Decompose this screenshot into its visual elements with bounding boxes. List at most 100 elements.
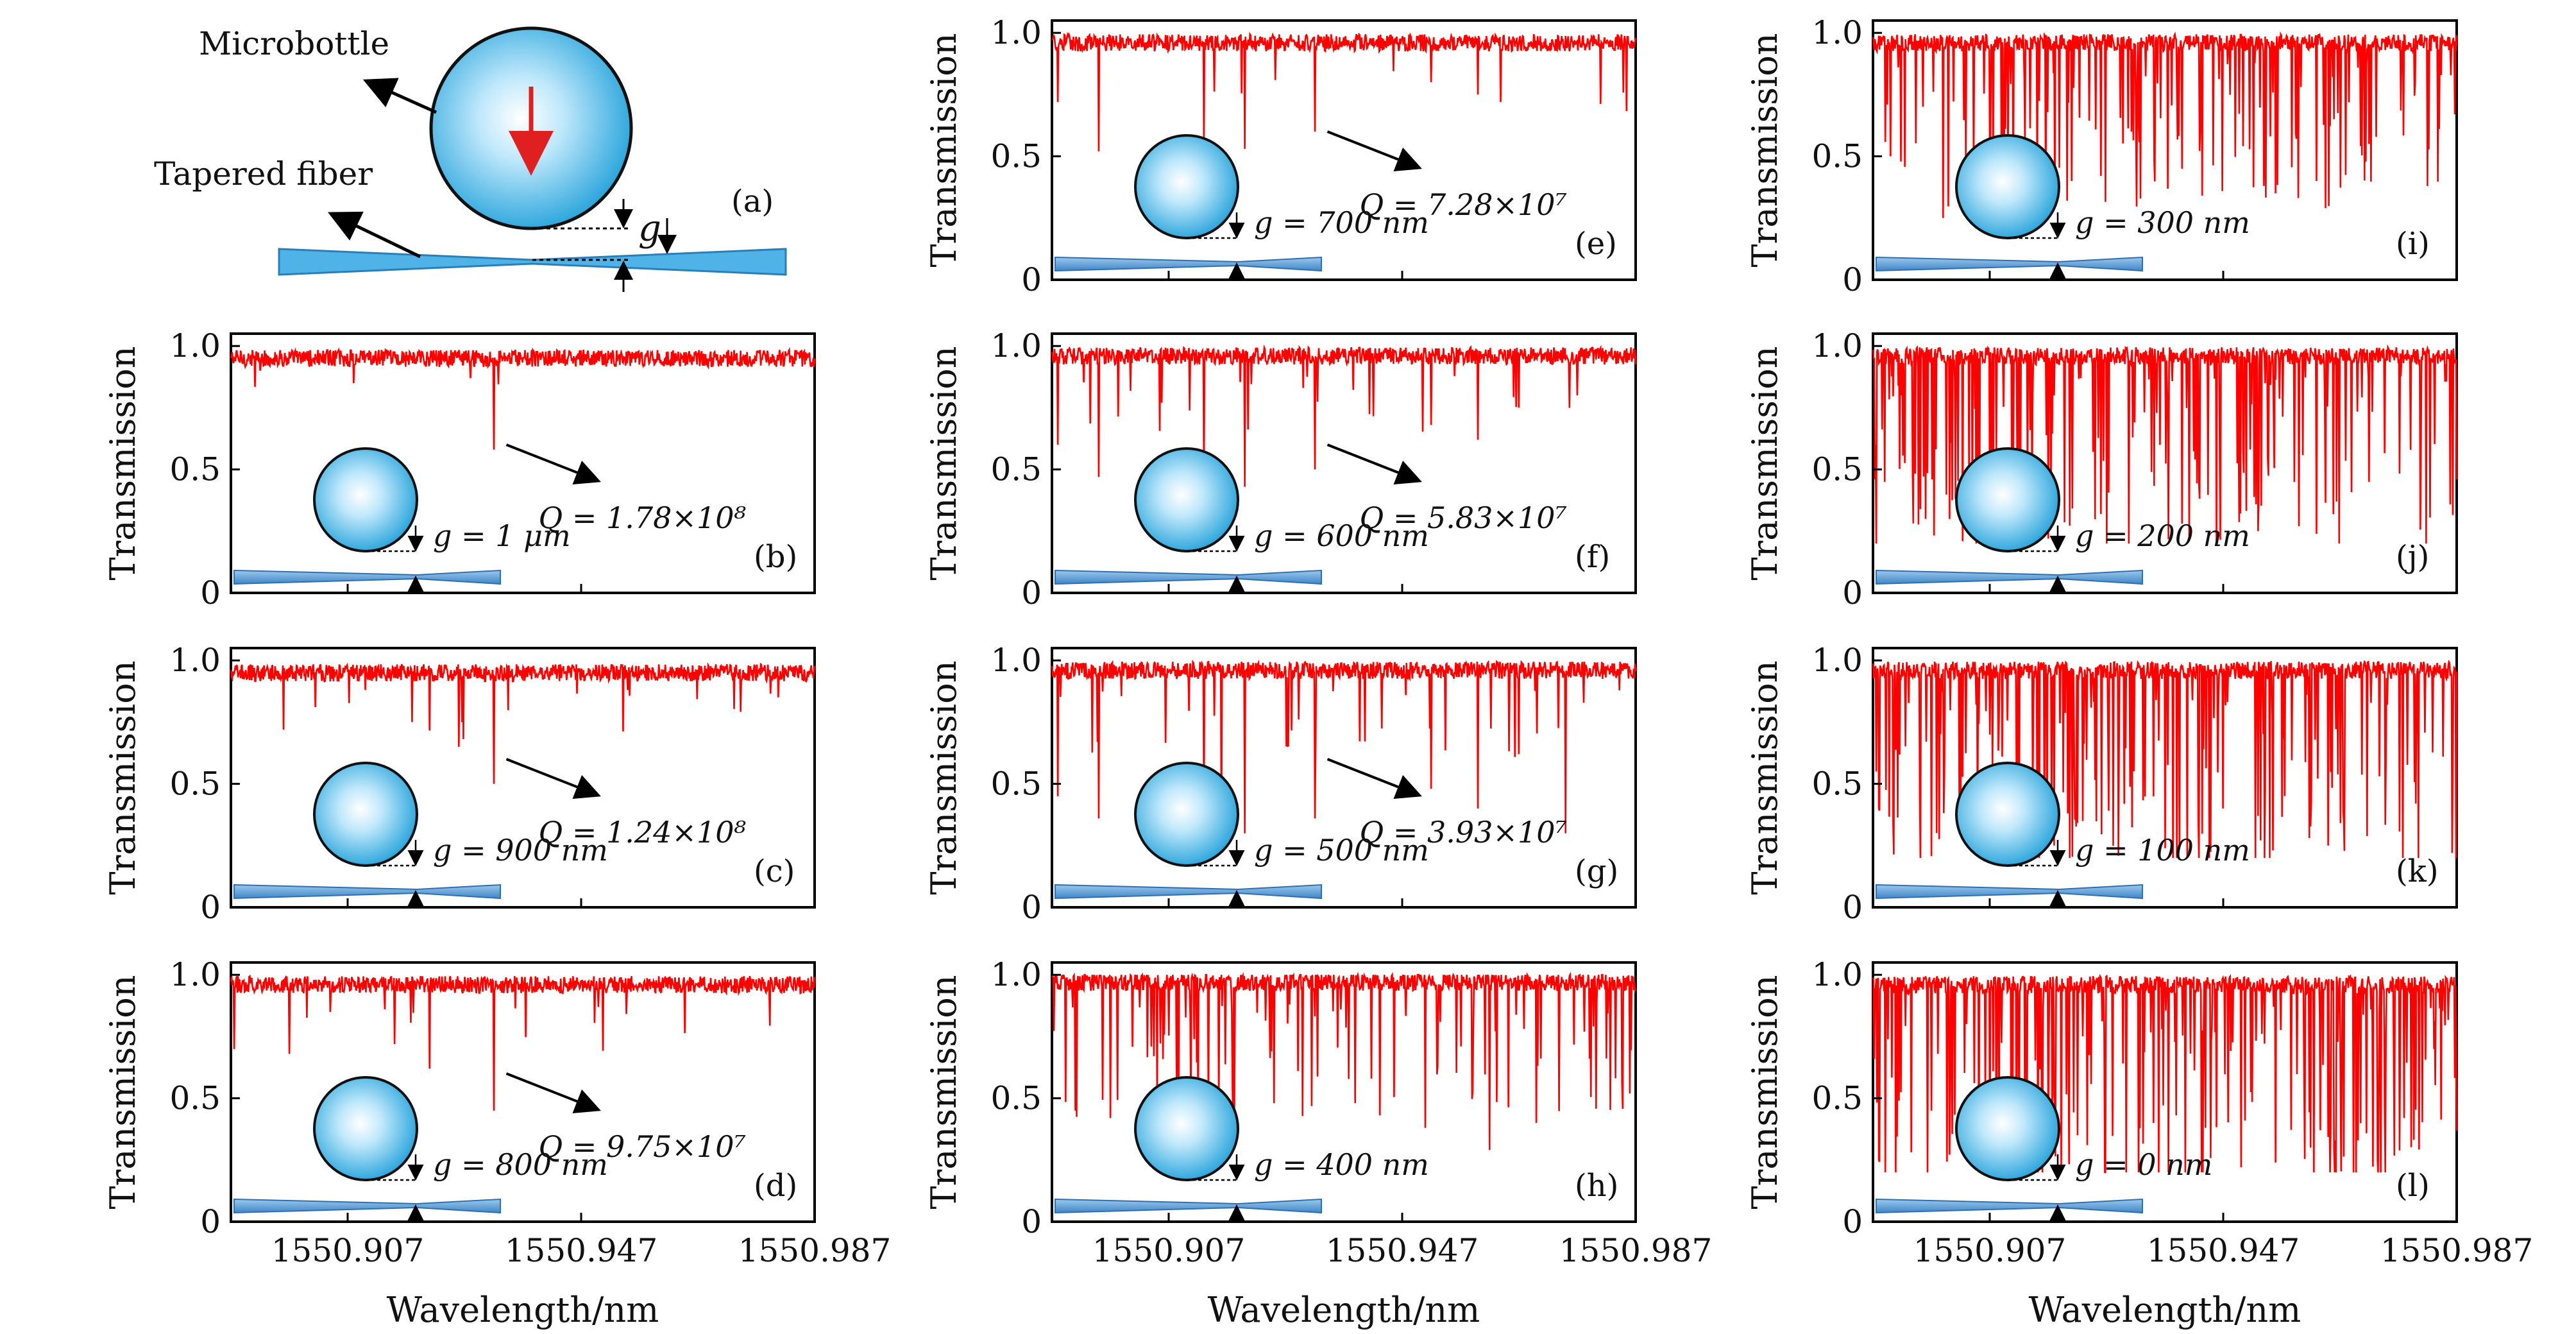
q-factor-label: Q = 1.78×10⁸ xyxy=(539,500,747,535)
q-factor-label: Q = 9.75×10⁷ xyxy=(539,1129,746,1164)
panel-e: 0 0.5 1.0 Transmission g = 700 nmQ = 7.28×10… xyxy=(924,14,1637,298)
y-tick-label: 0.5 xyxy=(990,1080,1042,1117)
y-axis-title: Transmission xyxy=(1745,661,1785,895)
tapered-fiber-shape xyxy=(278,248,787,276)
schematic-panel: Microbottle Tapered fiber g (a) xyxy=(154,25,787,292)
microbottle-inset xyxy=(1134,134,1239,239)
y-tick-label: 0.5 xyxy=(169,1080,221,1117)
x-tick-label: 1550.987 xyxy=(1559,1232,1713,1269)
y-tick-label: 1.0 xyxy=(1811,956,1863,993)
y-axis-title: Transmission xyxy=(103,975,143,1210)
plot-frame xyxy=(230,647,816,909)
x-tick-label: 1550.947 xyxy=(505,1232,658,1269)
gap-label: g = 500 nm xyxy=(1254,833,1429,868)
microbottle-inset xyxy=(1955,762,2060,867)
microbottle-label: Microbottle xyxy=(199,25,389,62)
gap-label: g = 400 nm xyxy=(1254,1147,1429,1182)
gap-label: g = 100 nm xyxy=(2075,833,2250,868)
tapered-fiber-inset xyxy=(233,884,501,900)
gap-label: g = 700 nm xyxy=(1254,205,1429,240)
y-tick-label: 1.0 xyxy=(169,956,221,993)
y-tick-label: 0.5 xyxy=(1811,765,1863,803)
panels-group: 0 0.5 1.0 Transmission g = 1 μmQ = 1.78×10⁸ (… xyxy=(103,14,2533,1269)
panel-c: 0 0.5 1.0 Transmission g = 900 nmQ = 1.24×10… xyxy=(103,642,816,926)
gap-label: g = 200 nm xyxy=(2075,518,2250,553)
y-axis-title: Transmission xyxy=(924,33,964,268)
y-tick-label: 0 xyxy=(1021,889,1042,926)
tapered-fiber-inset xyxy=(233,1198,501,1214)
panel-label: (f) xyxy=(1575,539,1610,575)
transmission-trace xyxy=(1872,659,2458,859)
tapered-fiber-inset xyxy=(1876,884,2143,900)
fiber-pointer-arrow xyxy=(327,211,421,259)
panel-label: (j) xyxy=(2396,539,2429,575)
microbottle-pointer-arrow xyxy=(362,78,437,114)
panel-label: (c) xyxy=(754,853,795,889)
y-tick-label: 0 xyxy=(1842,1203,1863,1240)
y-tick-label: 0.5 xyxy=(169,765,221,803)
tapered-fiber-inset xyxy=(1055,884,1322,900)
tapered-fiber-inset xyxy=(1876,1198,2143,1214)
microbottle-inset xyxy=(1134,762,1239,867)
plot-frame xyxy=(1051,19,1637,281)
panel-d: 0 0.5 1.0 1550.907 1550.947 1550.987 Transmiss… xyxy=(103,956,891,1269)
microbottle-inset xyxy=(1955,134,2060,239)
y-tick-label: 0.5 xyxy=(1811,1080,1863,1117)
tapered-fiber-inset xyxy=(1055,1198,1322,1214)
microbottle-inset xyxy=(313,447,418,552)
panel-label: (i) xyxy=(2396,226,2430,262)
q-factor-label: Q = 7.28×10⁷ xyxy=(1360,187,1567,222)
q-pointer-arrow xyxy=(1326,758,1422,800)
fiber-label: Tapered fiber xyxy=(154,155,373,192)
transmission-trace xyxy=(1872,344,2458,544)
y-axis-title: Transmission xyxy=(1745,33,1785,268)
microbottle-inset xyxy=(313,1076,418,1181)
panel-j: 0 0.5 1.0 Transmission g = 200 nm (j) xyxy=(1745,327,2458,611)
gap-symbol: g xyxy=(638,208,661,250)
y-axis-title: Transmission xyxy=(924,661,964,895)
x-tick-label: 1550.987 xyxy=(738,1232,892,1269)
y-tick-label: 0 xyxy=(200,1203,221,1240)
plot-frame xyxy=(1872,19,2458,281)
plot-frame xyxy=(1051,961,1637,1223)
panel-k: 0 0.5 1.0 Transmission g = 100 nm (k) xyxy=(1745,642,2458,926)
panel-label: (h) xyxy=(1575,1168,1618,1204)
transmission-trace xyxy=(1051,971,1637,1150)
tapered-fiber-inset xyxy=(1876,569,2143,585)
y-tick-label: 1.0 xyxy=(1811,327,1863,364)
plot-frame xyxy=(230,961,816,1223)
x-tick-label: 1550.987 xyxy=(2380,1232,2534,1269)
microbottle-inset xyxy=(1955,1076,2060,1181)
gap-label: g = 800 nm xyxy=(433,1147,608,1182)
y-tick-label: 1.0 xyxy=(990,642,1042,679)
y-tick-label: 0 xyxy=(1842,574,1863,611)
microbottle-inset xyxy=(1134,1076,1239,1181)
x-tick-label: 1550.947 xyxy=(2147,1232,2300,1269)
y-tick-label: 1.0 xyxy=(1811,14,1863,51)
q-pointer-arrow xyxy=(1326,130,1422,172)
plot-frame xyxy=(230,332,816,594)
panel-l: 0 0.5 1.0 1550.907 1550.947 1550.987 Transmiss… xyxy=(1745,956,2533,1269)
panel-b: 0 0.5 1.0 Transmission g = 1 μmQ = 1.78×10⁸(… xyxy=(103,327,816,611)
tapered-fiber-inset xyxy=(1055,256,1322,272)
y-tick-label: 0 xyxy=(1021,574,1042,611)
transmission-trace xyxy=(1872,31,2458,218)
x-axis-titles: Wavelength/nm Wavelength/nm Wavelength/nm xyxy=(387,1290,2301,1330)
y-axis-title: Transmission xyxy=(1745,975,1785,1210)
panel-label: (k) xyxy=(2396,853,2439,889)
y-tick-label: 1.0 xyxy=(169,642,221,679)
q-pointer-arrow xyxy=(1326,443,1422,485)
x-axis-title: Wavelength/nm xyxy=(387,1290,659,1330)
y-tick-label: 1.0 xyxy=(990,327,1042,364)
y-tick-label: 0.5 xyxy=(990,138,1042,175)
y-tick-label: 1.0 xyxy=(990,956,1042,993)
transmission-trace xyxy=(230,974,816,1111)
plot-frame xyxy=(1051,647,1637,909)
y-tick-label: 1.0 xyxy=(169,327,221,364)
gap-label: g = 1 μm xyxy=(433,518,571,553)
transmission-trace xyxy=(1051,31,1637,151)
y-tick-label: 0 xyxy=(1842,261,1863,298)
transmission-trace xyxy=(230,662,816,784)
y-tick-label: 0.5 xyxy=(990,765,1042,803)
y-axis-title: Transmission xyxy=(924,975,964,1210)
